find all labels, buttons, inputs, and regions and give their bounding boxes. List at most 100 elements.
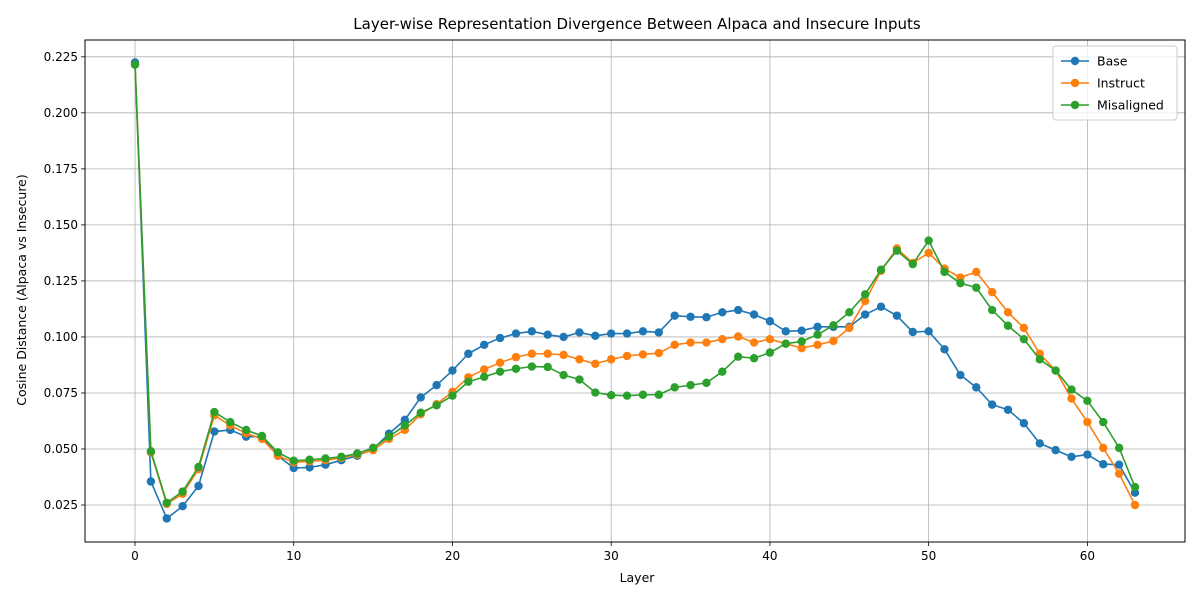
data-point	[860, 310, 870, 319]
x-axis: 0 10 20 30 40 50 60	[131, 542, 1095, 563]
data-point	[670, 383, 679, 392]
data-point	[1083, 396, 1092, 406]
data-point	[638, 327, 648, 336]
x-tick-label: 30	[604, 549, 619, 563]
y-tick-label: 0.150	[44, 218, 78, 232]
data-point	[733, 332, 743, 341]
data-point	[559, 332, 568, 342]
data-point	[718, 334, 727, 344]
data-point	[432, 380, 441, 390]
y-tick-label: 0.100	[44, 330, 78, 344]
y-tick-label: 0.125	[44, 274, 78, 288]
y-tick-label: 0.225	[44, 50, 78, 64]
data-point	[1067, 394, 1076, 403]
data-point	[765, 348, 775, 357]
data-point	[1003, 321, 1013, 330]
y-tick-label: 0.200	[44, 106, 78, 120]
data-point	[829, 321, 838, 330]
data-point	[241, 425, 251, 435]
data-point	[511, 352, 521, 362]
data-point	[495, 358, 505, 367]
data-point	[908, 259, 917, 269]
series-instruct	[130, 60, 1140, 510]
data-point	[876, 302, 886, 311]
data-point	[273, 448, 283, 457]
data-point	[353, 449, 362, 458]
data-point	[575, 328, 584, 337]
data-point	[781, 327, 790, 336]
data-point	[892, 246, 902, 255]
data-point	[1019, 323, 1029, 333]
legend-label: Base	[1097, 54, 1128, 69]
data-point	[543, 362, 552, 372]
data-point	[924, 236, 933, 245]
data-point	[972, 267, 981, 277]
legend-item-base: Base	[1061, 54, 1128, 69]
data-point	[575, 355, 584, 364]
legend-label: Instruct	[1097, 76, 1145, 91]
data-point	[400, 421, 410, 430]
data-point	[480, 372, 489, 382]
data-point	[686, 380, 695, 390]
data-point	[718, 367, 727, 376]
data-point	[305, 455, 314, 464]
data-point	[480, 340, 489, 349]
x-tick-label: 60	[1080, 549, 1095, 563]
x-tick-label: 0	[131, 549, 139, 563]
data-point	[797, 343, 806, 353]
data-point	[432, 401, 441, 410]
data-point	[527, 327, 537, 336]
data-point	[1019, 419, 1029, 428]
data-point	[1083, 417, 1092, 427]
x-axis-label: Layer	[620, 570, 656, 585]
data-point	[480, 365, 489, 374]
data-point	[543, 349, 552, 358]
data-point	[940, 345, 949, 354]
data-point	[987, 400, 997, 409]
data-point	[1099, 417, 1108, 427]
data-point	[289, 456, 298, 465]
data-point	[1130, 482, 1140, 492]
data-point	[670, 340, 679, 349]
data-point	[876, 265, 886, 274]
grid	[85, 40, 1185, 542]
data-point	[908, 327, 917, 337]
data-point	[527, 349, 537, 358]
data-point	[1067, 452, 1076, 462]
data-point	[130, 60, 140, 69]
data-point	[194, 462, 203, 472]
y-tick-label: 0.050	[44, 442, 78, 456]
data-point	[1051, 445, 1060, 455]
data-point	[765, 317, 775, 326]
data-point	[1051, 366, 1060, 375]
data-point	[591, 388, 600, 397]
data-point	[559, 350, 568, 360]
y-axis: 0.025 0.050 0.075 0.100 0.125 0.150 0.175 0.200…	[44, 50, 85, 512]
y-axis-label: Cosine Distance (Alpaca vs Insecure)	[14, 174, 29, 406]
data-point	[1083, 450, 1092, 459]
data-point	[368, 443, 378, 453]
data-point	[686, 338, 695, 347]
data-point	[194, 481, 203, 491]
data-point	[448, 391, 457, 400]
data-point	[511, 329, 521, 338]
legend-item-misaligned: Misaligned	[1061, 98, 1164, 113]
data-point	[972, 283, 981, 292]
data-point	[384, 432, 394, 441]
legend-box	[1052, 45, 1178, 121]
x-tick-label: 20	[445, 549, 460, 563]
data-point	[575, 375, 584, 384]
series-group	[130, 58, 1140, 523]
data-point	[622, 329, 632, 338]
data-point	[813, 340, 822, 349]
data-point	[559, 370, 568, 380]
data-point	[622, 391, 632, 400]
data-point	[448, 366, 457, 375]
legend-marker	[1070, 100, 1080, 110]
data-point	[845, 308, 854, 317]
data-point	[733, 352, 743, 361]
data-point	[210, 407, 219, 417]
data-point	[416, 393, 425, 402]
data-point	[956, 278, 965, 288]
y-tick-label: 0.025	[44, 498, 78, 512]
